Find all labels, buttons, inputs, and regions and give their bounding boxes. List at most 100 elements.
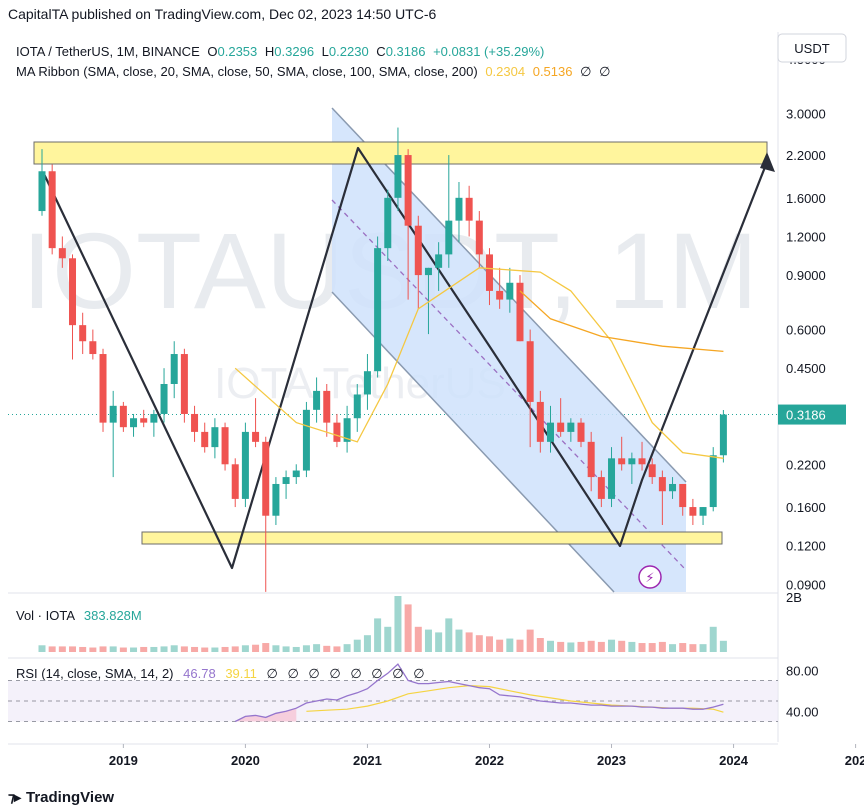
volume-bar — [180, 646, 188, 652]
volume-bar — [48, 646, 56, 652]
rsi-na-2: ∅ — [287, 666, 298, 681]
volume-bar — [445, 618, 453, 652]
candle-body — [170, 354, 178, 384]
volume-bar — [221, 646, 229, 652]
ma-value-1: 0.2304 — [485, 64, 525, 79]
close-value: 0.3186 — [386, 44, 426, 59]
volume-bar — [608, 639, 616, 652]
open-label: O — [207, 44, 217, 59]
candle-body — [536, 401, 544, 442]
ma-na-2: ∅ — [599, 64, 610, 79]
volume-bar — [394, 596, 402, 652]
volume-bar — [699, 644, 707, 652]
open-value: 0.2353 — [218, 44, 258, 59]
candle-body — [150, 413, 158, 423]
last-price-badge — [778, 404, 846, 425]
candle-body — [48, 171, 56, 249]
candle-body — [201, 431, 209, 448]
high-value: 0.3296 — [274, 44, 314, 59]
candle-body — [394, 155, 402, 198]
candle-body — [231, 464, 239, 499]
candle-body — [292, 470, 300, 478]
channel-fill — [332, 108, 686, 592]
time-tick: 2020 — [231, 753, 260, 768]
volume-bar — [719, 640, 727, 652]
volume-pane — [38, 596, 727, 652]
rsi-na-8: ∅ — [413, 666, 424, 681]
volume-bar — [343, 644, 351, 652]
volume-bar — [363, 635, 371, 652]
volume-bar — [272, 645, 280, 652]
symbol-name[interactable]: IOTA / TetherUS, 1M, BINANCE — [16, 44, 200, 59]
volume-bar — [79, 646, 87, 652]
candle-body — [547, 422, 554, 442]
volume-bar — [689, 644, 697, 652]
candle-body — [130, 418, 138, 428]
rsi-ma-value: 39.11 — [225, 666, 257, 681]
last-price-label: 0.3186 — [786, 408, 826, 423]
volume-bar — [160, 646, 168, 652]
candle-body — [516, 282, 524, 342]
price-tick: 1.6000 — [786, 191, 826, 206]
volume-bar — [323, 645, 331, 652]
volume-bar — [526, 629, 534, 652]
rsi-na-3: ∅ — [308, 666, 319, 681]
legend: IOTA / TetherUS, 1M, BINANCE O0.2353 H0.… — [16, 44, 610, 79]
channel-midline — [331, 199, 685, 569]
candle-body — [485, 254, 493, 291]
ma-na-1: ∅ — [580, 64, 591, 79]
axes: 4.50003.00002.20001.60001.20000.90000.60… — [109, 52, 864, 768]
volume-bar — [302, 645, 310, 652]
candle-body — [343, 418, 351, 442]
rsi-label[interactable]: RSI (14, close, SMA, 14, 2) — [16, 666, 174, 681]
tradingview-logo[interactable]: ⁊▸ TradingView — [8, 789, 114, 806]
volume-bar — [414, 626, 422, 652]
rsi-line — [234, 663, 724, 723]
volume-bar — [547, 640, 554, 652]
volume-bar — [577, 641, 585, 652]
support-zone — [141, 531, 723, 545]
ma-ribbon-label[interactable]: MA Ribbon (SMA, close, 20, SMA, close, 5… — [16, 64, 478, 79]
candle-body — [58, 248, 66, 259]
candle-body — [709, 455, 717, 508]
volume-bar — [506, 638, 514, 652]
rsi-value: 46.78 — [183, 666, 216, 681]
volume-bar — [282, 646, 290, 652]
low-label: L — [322, 44, 329, 59]
candle-body — [119, 405, 127, 428]
candle-body — [669, 483, 677, 492]
volume-bar — [516, 639, 524, 652]
price-tick: 0.1600 — [786, 500, 826, 515]
candle-body — [191, 413, 199, 432]
change-value: +0.0831 (+35.29%) — [433, 44, 544, 59]
candle-body — [628, 458, 636, 465]
price-tick: 0.4500 — [786, 361, 826, 376]
candle-body — [608, 458, 616, 499]
volume-bar — [648, 643, 656, 652]
rsi-na-6: ∅ — [371, 666, 382, 681]
lightning-icon — [638, 565, 662, 589]
volume-bar — [191, 646, 199, 652]
volume-bar — [231, 646, 239, 652]
tradingview-icon: ⁊▸ — [8, 789, 21, 805]
price-tick: 0.0900 — [786, 577, 826, 592]
time-tick: 202 — [845, 753, 864, 768]
volume-bar — [536, 638, 544, 652]
volume-label[interactable]: Vol · IOTA — [16, 608, 75, 623]
volume-bar — [150, 646, 158, 652]
volume-bar — [119, 647, 127, 652]
time-tick: 2021 — [353, 753, 382, 768]
candles — [38, 127, 727, 592]
price-tick: 0.1200 — [786, 539, 826, 554]
candle-body — [648, 464, 656, 478]
candle-body — [140, 418, 148, 423]
volume-bar — [58, 646, 66, 652]
candle-body — [445, 220, 453, 255]
volume-bar — [292, 646, 300, 652]
currency-label: USDT — [794, 41, 829, 56]
price-tick: 2.2000 — [786, 148, 826, 163]
candle-body — [384, 197, 392, 249]
candle-body — [353, 394, 361, 419]
currency-button[interactable]: USDT — [777, 33, 847, 63]
